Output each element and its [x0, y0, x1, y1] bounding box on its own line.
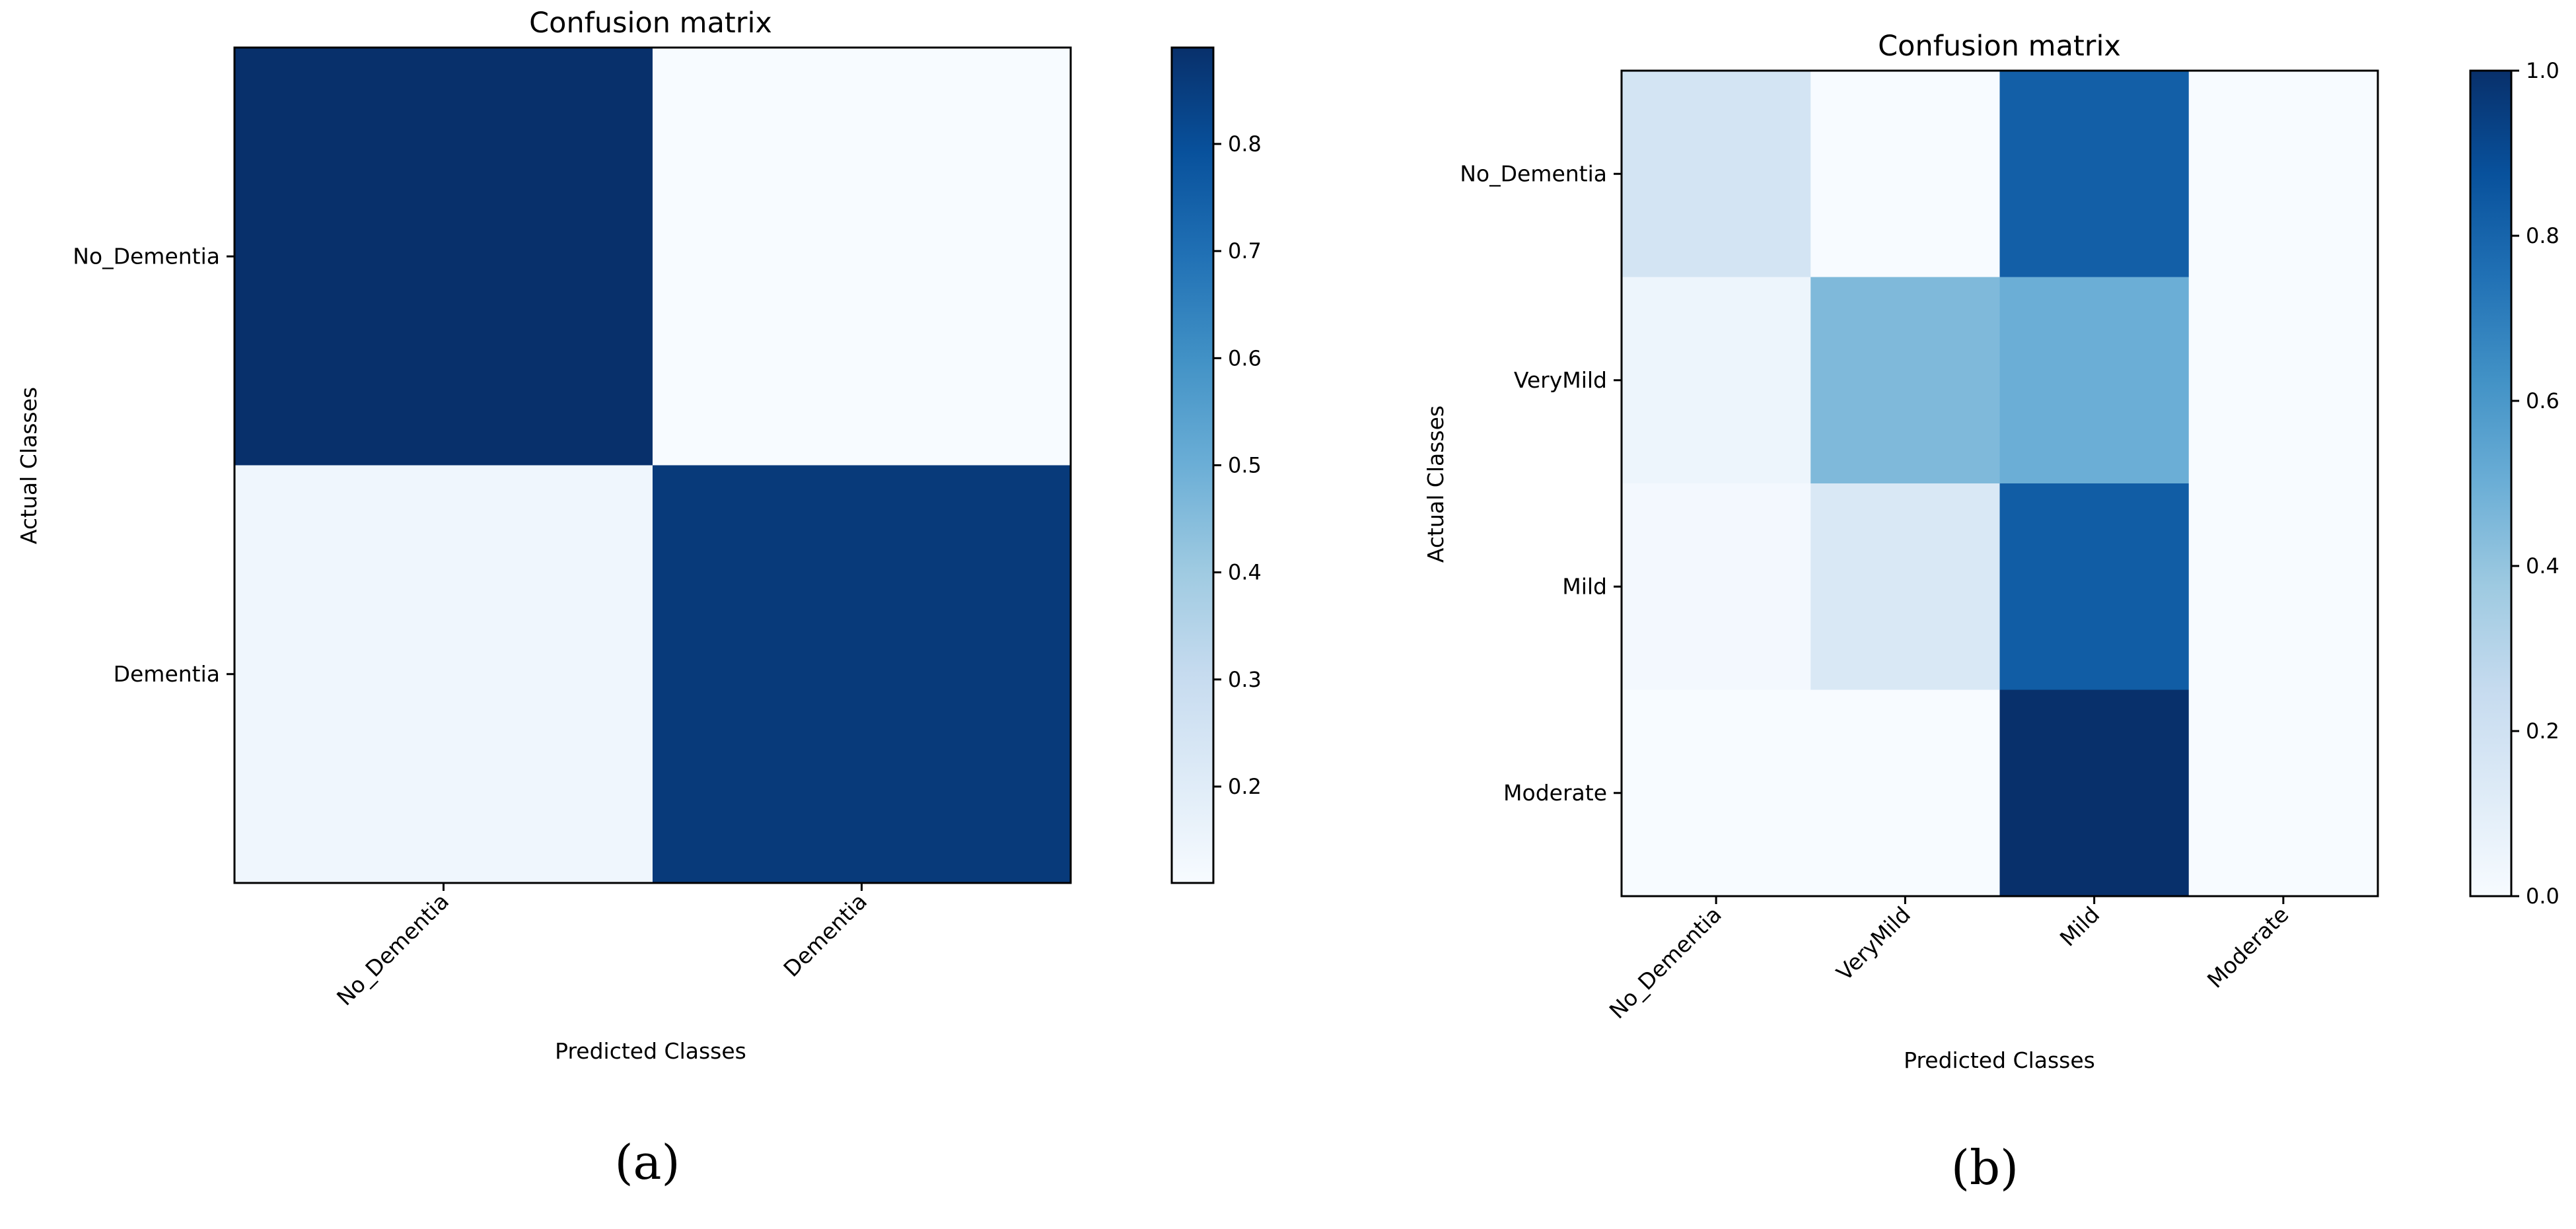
heatmap-b-cell-r0-c3: [2188, 71, 2379, 277]
heatmap-b-y-ticks: No_Dementia VeryMild Mild Moderate: [1460, 160, 1622, 806]
panel-a-label: (a): [614, 1135, 680, 1190]
y-tick-label-no-dementia: No_Dementia: [73, 243, 220, 269]
panel-b-label: (b): [1951, 1140, 2019, 1195]
colorbar-tick-label-0-3: 0.3: [1228, 667, 1262, 692]
panel-a: Confusion matrix No_Dementia Dementia No_…: [16, 7, 1262, 1190]
heatmap-b-cell-r1-c3: [2188, 277, 2379, 484]
colorbar-tick-label-0-2: 0.2: [2526, 719, 2559, 744]
colorbar-tick-label-0-6: 0.6: [1228, 345, 1262, 370]
y-tick-label-verymild: VeryMild: [1514, 367, 1607, 393]
chart-a-title: Confusion matrix: [529, 7, 772, 40]
colorbar-tick-label-0-8: 0.8: [2526, 223, 2559, 248]
heatmap-a-cell-r0-c0: [234, 48, 653, 466]
colorbar-tick-label-0-7: 0.7: [1228, 238, 1262, 263]
heatmap-a-x-ticks: No_Dementia Dementia: [332, 883, 872, 1010]
colorbar-tick-label-0-8: 0.8: [1228, 131, 1262, 157]
x-tick-label-moderate: Moderate: [2202, 901, 2294, 993]
heatmap-b-cell-r1-c1: [1810, 277, 2000, 484]
colorbar-tick-label-0-4: 0.4: [2526, 553, 2559, 579]
heatmap-b-x-ticks: No_Dementia VeryMild Mild Moderate: [1604, 896, 2294, 1024]
colorbar-tick-label-0-5: 0.5: [1228, 453, 1262, 478]
heatmap-b-cell-r3-c1: [1810, 689, 2000, 897]
colorbar-a: [1170, 46, 1215, 884]
colorbar-tick-label-1-0: 1.0: [2526, 58, 2559, 83]
heatmap-b-cell-r2-c2: [1999, 483, 2190, 690]
heatmap-b-cell-r3-c2: [1999, 689, 2190, 897]
panel-b: Confusion matrix No_Dementia VeryMild Mild…: [1423, 30, 2559, 1195]
chart-b-ylabel: Actual Classes: [1423, 405, 1449, 563]
y-tick-label-mild: Mild: [1562, 573, 1607, 599]
x-tick-label-mild: Mild: [2055, 901, 2104, 951]
y-tick-label-dementia: Dementia: [114, 661, 220, 687]
heatmap-b-frame: [1620, 69, 2379, 897]
colorbar-tick-label-0-0: 0.0: [2526, 884, 2559, 909]
heatmap-a-cells: [234, 48, 1071, 884]
x-tick-label-dementia: Dementia: [778, 888, 872, 982]
chart-a-xlabel: Predicted Classes: [555, 1038, 746, 1064]
heatmap-b-cell-r3-c3: [2188, 689, 2379, 897]
chart-a-ylabel: Actual Classes: [16, 387, 42, 544]
colorbar-tick-label-0-6: 0.6: [2526, 388, 2559, 413]
colorbar-tick-label-0-2: 0.2: [1228, 774, 1262, 799]
colorbar-b-ticks: 0.0 0.2 0.4 0.6 0.8 1.0: [2511, 58, 2559, 909]
heatmap-b-cell-r3-c0: [1622, 689, 1811, 897]
heatmap-b-cells: [1622, 71, 2379, 897]
y-tick-label-no-dementia: No_Dementia: [1460, 160, 1607, 186]
heatmap-b-cell-r1-c2: [1999, 277, 2190, 484]
colorbar-b: [2469, 69, 2513, 897]
x-tick-label-no-dementia: No_Dementia: [1604, 901, 1727, 1024]
heatmap-a-y-ticks: No_Dementia Dementia: [73, 243, 234, 687]
heatmap-b-cell-r2-c3: [2188, 483, 2379, 690]
heatmap-a-frame: [233, 46, 1072, 884]
heatmap-a-cell-r0-c1: [653, 48, 1071, 466]
heatmap-b-cell-r2-c0: [1622, 483, 1811, 690]
colorbar-a-ticks: 0.2 0.3 0.4 0.5 0.6 0.7 0.8: [1213, 131, 1262, 799]
x-tick-label-verymild: VeryMild: [1832, 901, 1915, 985]
heatmap-b-cell-r0-c0: [1622, 71, 1811, 277]
chart-b-xlabel: Predicted Classes: [1904, 1047, 2095, 1073]
x-tick-label-no-dementia: No_Dementia: [332, 888, 454, 1010]
heatmap-a-cell-r1-c0: [234, 465, 653, 884]
heatmap-b-cell-r1-c0: [1622, 277, 1811, 484]
colorbar-tick-label-0-4: 0.4: [1228, 560, 1262, 585]
y-tick-label-moderate: Moderate: [1503, 780, 1607, 806]
chart-b-title: Confusion matrix: [1878, 30, 2121, 63]
heatmap-b-cell-r0-c2: [1999, 71, 2190, 277]
heatmap-a-cell-r1-c1: [653, 465, 1071, 884]
heatmap-b-cell-r0-c1: [1810, 71, 2000, 277]
heatmap-b-cell-r2-c1: [1810, 483, 2000, 690]
